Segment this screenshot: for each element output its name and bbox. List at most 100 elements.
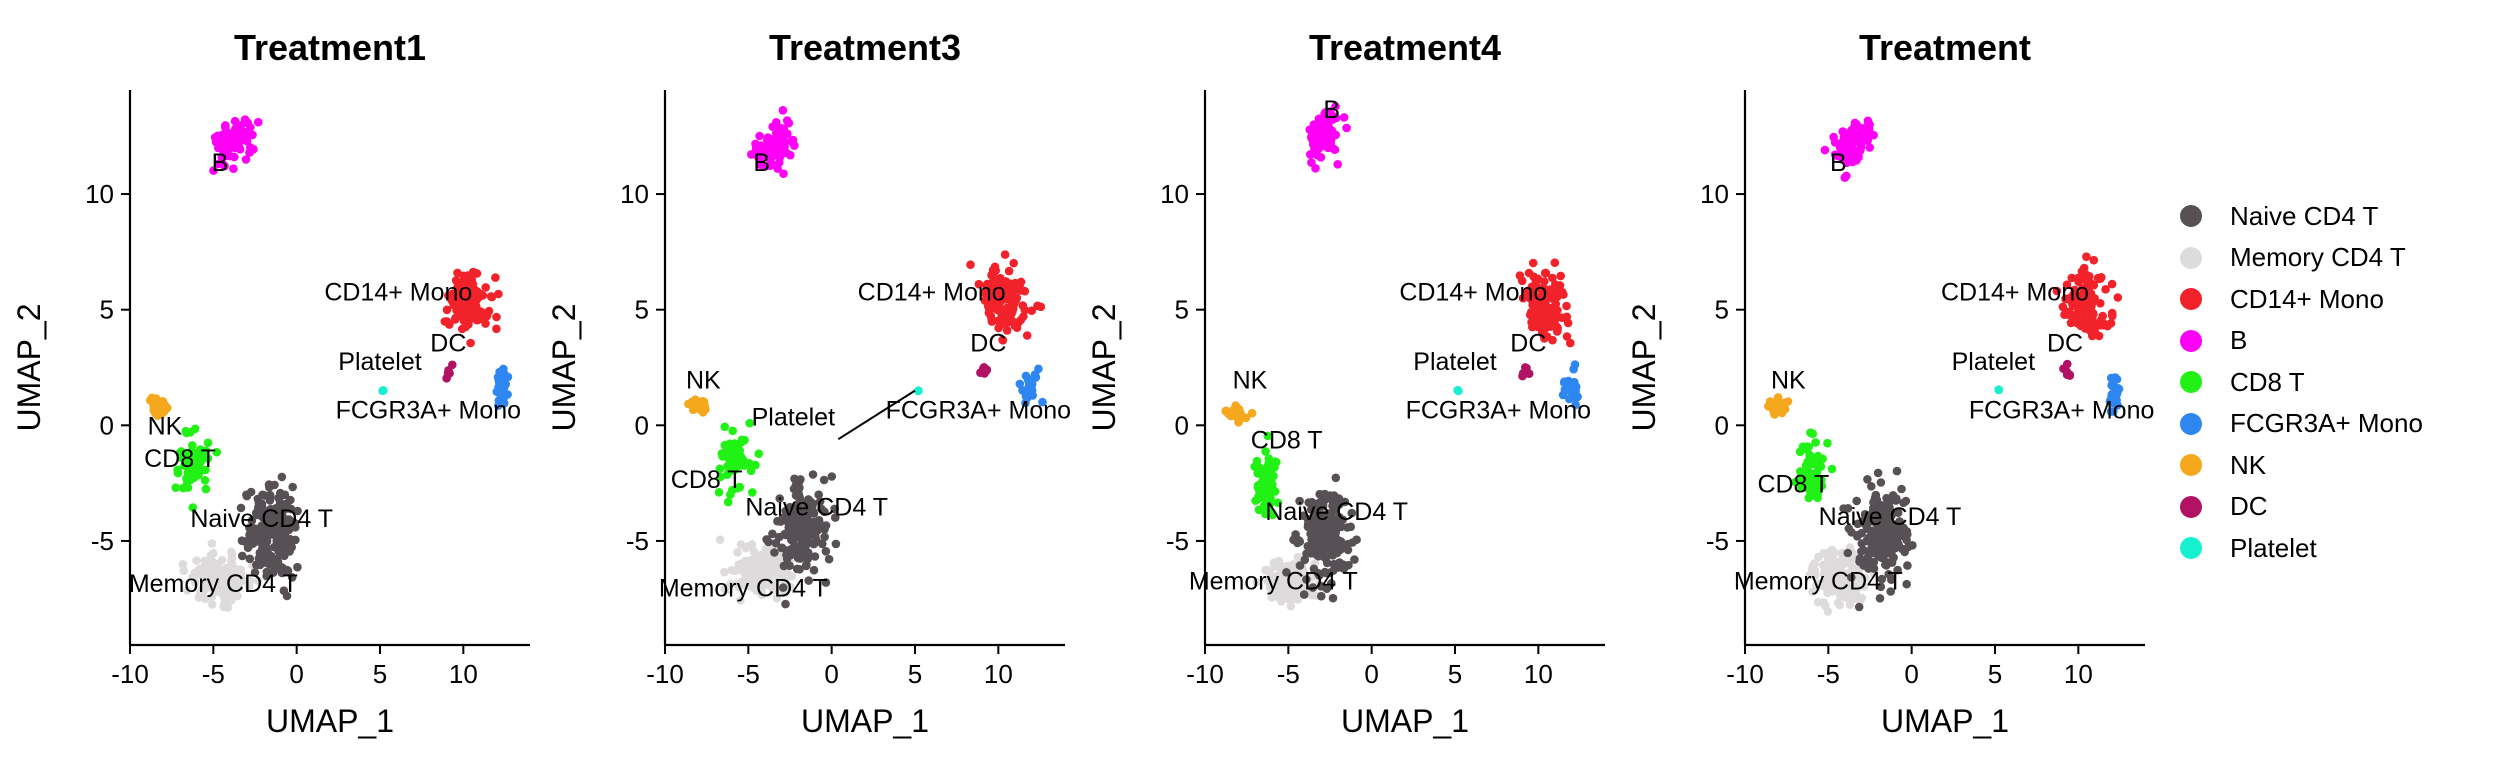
point [737,453,746,462]
point [763,138,772,147]
cluster-nk [1764,393,1793,419]
point [1012,323,1022,333]
point [486,292,496,301]
point [1566,338,1575,348]
point [1886,587,1895,596]
point [1526,294,1535,304]
point [1002,282,1011,292]
cluster-naive-cd4-t [236,472,302,601]
point [1330,145,1340,154]
point [1331,473,1341,483]
point [773,164,782,173]
point [1515,271,1525,280]
cluster-label-nk: NK [686,366,721,394]
point [171,483,180,493]
point [1453,385,1462,395]
point [1261,497,1271,506]
point [1285,595,1294,604]
point [266,504,275,514]
point [378,386,387,396]
cluster-memory-cd4-t [178,539,263,612]
cluster-fcgr3a-mono [2105,373,2124,416]
point [1873,468,1883,478]
legend-item-platelet: Platelet [2180,528,2317,568]
point [1024,381,1034,391]
point [714,488,724,497]
point [1322,558,1332,568]
point [2109,407,2118,416]
point [1847,595,1857,605]
cluster-label-dc: DC [2047,329,2083,357]
point [830,504,839,514]
point [790,542,800,551]
x-tick-label: 10 [1524,659,1553,689]
point [447,294,456,303]
point [293,506,302,516]
point [794,489,803,498]
point [209,166,218,175]
cluster-cd14-mono [1515,258,1575,348]
point [722,470,732,480]
point [2067,273,2077,283]
point [210,582,220,592]
point [1839,559,1849,569]
point [1868,540,1878,550]
point [1797,483,1806,492]
point [229,130,239,140]
point [744,581,753,591]
point [741,543,751,553]
point [768,122,777,131]
point [755,131,764,141]
point [1769,408,1779,418]
y-tick-label: 0 [1715,410,1729,440]
point [208,549,218,558]
point [277,472,287,482]
point [2058,302,2068,312]
point [268,560,278,570]
point [440,317,450,326]
point [1903,561,1912,570]
cluster-label-b: B [212,149,229,177]
point [173,468,183,478]
point [1853,519,1862,529]
point [258,544,267,553]
point [756,160,765,169]
point [2089,255,2099,265]
point [452,303,461,312]
point [715,535,725,544]
point [288,482,298,492]
point [1540,311,1549,321]
point [723,497,733,507]
point [737,435,747,445]
point [1350,555,1359,564]
point [253,576,263,586]
point [767,152,777,161]
point [1569,364,1578,374]
point [182,474,191,483]
point [761,146,771,156]
point [154,402,164,411]
point [1306,150,1315,159]
point [1518,293,1528,303]
point [1001,317,1010,326]
cluster-label-cd8-t: CD8 T [1757,470,1829,498]
cluster-label-naive-cd4-t: Naive CD4 T [190,505,333,533]
x-axis-title: UMAP_1 [1881,703,2009,739]
point [775,494,784,503]
cluster-label-fcgr3a-mono: FCGR3A+ Mono [336,396,522,424]
y-tick-label: 0 [100,410,114,440]
point [831,539,841,549]
legend-label: B [2230,325,2248,355]
point [755,150,764,160]
point [1540,277,1549,286]
point [787,571,796,581]
point [276,514,285,524]
point [1548,335,1557,345]
point [1559,378,1569,387]
point [249,538,259,547]
legend-item-cd8-t: CD8 T [2180,362,2305,402]
point [1863,518,1873,528]
cluster-label-dc: DC [970,329,1006,357]
point [1327,579,1336,588]
x-tick-label: -5 [1817,659,1840,689]
